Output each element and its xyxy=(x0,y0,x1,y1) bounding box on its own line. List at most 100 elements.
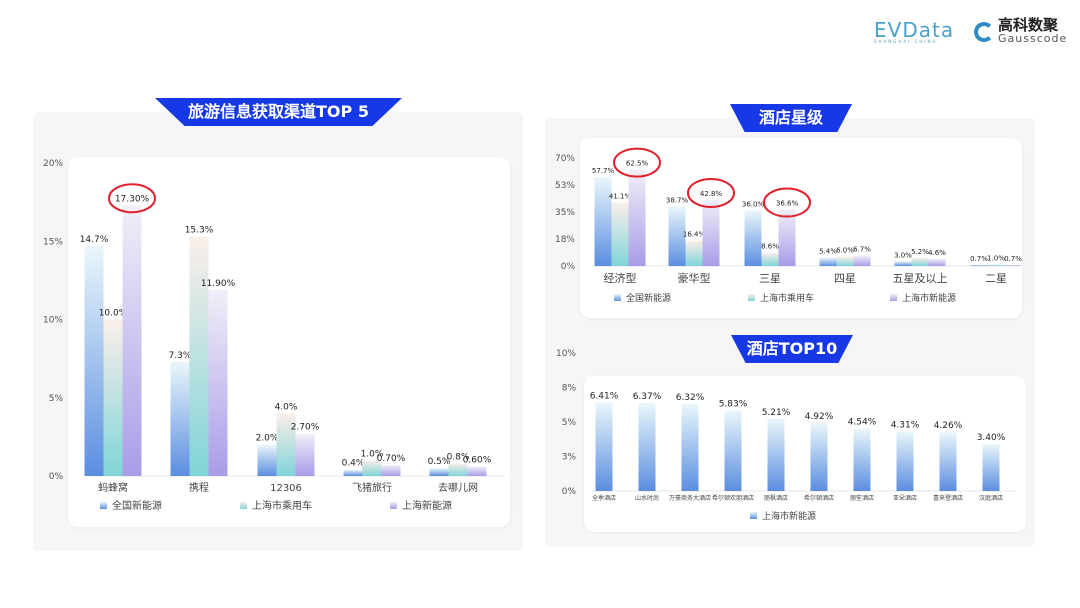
star-legend-swatch xyxy=(748,294,755,301)
top10-ytick-label: 3% xyxy=(562,453,577,463)
top10-data-label: 4.92% xyxy=(805,412,834,422)
evdata-logo: EVData SHANGHAI CHINA xyxy=(874,18,954,44)
star-data-label: 0.7% xyxy=(1004,255,1022,263)
star-data-label: 5.4% xyxy=(819,248,837,256)
star-legend-label: 上海市新能源 xyxy=(902,292,956,304)
star-bar xyxy=(836,256,854,266)
star-bar xyxy=(668,206,686,266)
star-bar xyxy=(611,202,629,266)
top10-category-label: 希尔顿酒店 xyxy=(804,494,834,502)
top10-category-label: 全季酒店 xyxy=(592,494,616,502)
channels-bar xyxy=(448,463,468,476)
star-data-label: 5.2% xyxy=(911,248,929,256)
star-category-label: 五星及以上 xyxy=(893,272,948,285)
star-category-label: 三星 xyxy=(759,272,781,285)
channels-category-label: 去哪儿网 xyxy=(438,482,478,494)
top10-data-label: 6.32% xyxy=(676,393,705,403)
top10-ytick-label: 0% xyxy=(562,487,577,497)
channels-category-label: 蚂蜂窝 xyxy=(98,481,128,494)
channels-data-label: 4.0% xyxy=(275,402,298,412)
top10-bar xyxy=(638,403,656,491)
star-data-label: 42.8% xyxy=(700,190,723,198)
star-category-label: 二星 xyxy=(985,272,1007,285)
channels-data-label: 0.5% xyxy=(428,457,451,467)
star-data-label: 57.7% xyxy=(592,167,615,175)
star-bar xyxy=(702,199,720,266)
channels-data-label: 17.30% xyxy=(115,194,150,204)
top10-bar xyxy=(982,444,1000,491)
top10-ytick-label: 8% xyxy=(562,384,577,394)
star-data-label: 3.0% xyxy=(894,251,912,259)
channels-bar xyxy=(381,465,401,476)
channels-bar xyxy=(362,460,382,476)
top10-legend-label: 上海市新能源 xyxy=(762,510,816,522)
star-data-label: 38.7% xyxy=(666,196,689,204)
top10-ytick-label: 10% xyxy=(556,349,576,359)
channels-category-label: 飞猪旅行 xyxy=(352,481,392,494)
star-legend-label: 上海市乘用车 xyxy=(760,292,814,304)
top10-bar xyxy=(853,428,871,491)
top10-data-label: 6.41% xyxy=(590,392,619,402)
star-legend-swatch xyxy=(890,294,897,301)
channels-bar xyxy=(170,361,190,476)
channels-bar xyxy=(343,469,363,476)
channels-title: 旅游信息获取渠道TOP 5 xyxy=(155,98,402,126)
top10-bar xyxy=(681,403,699,491)
channels-category-label: 携程 xyxy=(189,481,209,494)
channels-bar xyxy=(276,413,296,476)
channels-data-label: 2.70% xyxy=(291,423,320,433)
channels-data-label: 0.70% xyxy=(377,454,406,464)
star-bar xyxy=(685,240,703,266)
top10-bar xyxy=(724,410,742,491)
top10-data-label: 4.31% xyxy=(891,421,920,431)
star-category-label: 豪华型 xyxy=(678,271,711,285)
top10-data-label: 4.26% xyxy=(934,421,963,431)
channels-data-label: 7.3% xyxy=(169,351,192,361)
channels-bar xyxy=(103,319,123,476)
gausscode-logo-cn: 高科数聚 xyxy=(998,16,1059,34)
channels-bar xyxy=(208,289,228,476)
channels-data-label: 11.90% xyxy=(201,279,236,289)
channels-ytick-label: 0% xyxy=(49,472,64,482)
star-bar xyxy=(628,169,646,266)
top10-category-label: 汉庭酒店 xyxy=(979,494,1003,502)
gausscode-mark-icon xyxy=(974,21,994,42)
star-bar xyxy=(778,209,796,266)
channels-data-label: 2.0% xyxy=(256,434,279,444)
star-highlight-circle xyxy=(687,177,735,208)
channels-legend-label: 全国新能源 xyxy=(112,499,162,512)
channels-legend-swatch xyxy=(100,502,107,509)
star-ytick-label: 70% xyxy=(555,154,575,164)
star-bar xyxy=(987,264,1005,266)
channels-ytick-label: 5% xyxy=(49,394,64,404)
star-category-label: 经济型 xyxy=(604,271,637,285)
channels-data-label: 0.4% xyxy=(342,459,365,469)
channels-bar xyxy=(257,444,277,476)
star-data-label: 0.7% xyxy=(970,255,988,263)
star-ytick-label: 18% xyxy=(555,235,575,245)
star-data-label: 4.6% xyxy=(928,249,946,257)
star-data-label: 16.4% xyxy=(683,231,706,239)
star-data-label: 1.0% xyxy=(987,254,1005,262)
star-data-label: 6.0% xyxy=(836,247,854,255)
top10-category-label: 万豪商务大酒店 xyxy=(669,494,711,502)
top10-data-label: 6.37% xyxy=(633,392,662,402)
top10-category-label: 丽枫酒店 xyxy=(764,494,788,502)
evdata-logo-sub: SHANGHAI CHINA xyxy=(874,39,938,44)
channels-data-label: 1.0% xyxy=(361,449,384,459)
top10-data-label: 5.21% xyxy=(762,408,791,418)
top10-ytick-label: 5% xyxy=(562,418,577,428)
channels-highlight-circle xyxy=(108,183,156,214)
star-ytick-label: 35% xyxy=(555,208,575,218)
star-bar xyxy=(819,257,837,266)
top10-category-label: 亚朵酒店 xyxy=(893,494,917,502)
top10-legend-swatch xyxy=(750,512,757,519)
star-ytick-label: 53% xyxy=(555,181,575,191)
top10-data-label: 5.83% xyxy=(719,400,748,410)
star-data-label: 62.5% xyxy=(626,160,649,168)
top10-category-label: 山水时尚 xyxy=(635,494,659,502)
top10-bar xyxy=(767,419,785,491)
channels-bar xyxy=(429,468,449,476)
top10-bar xyxy=(595,402,613,491)
